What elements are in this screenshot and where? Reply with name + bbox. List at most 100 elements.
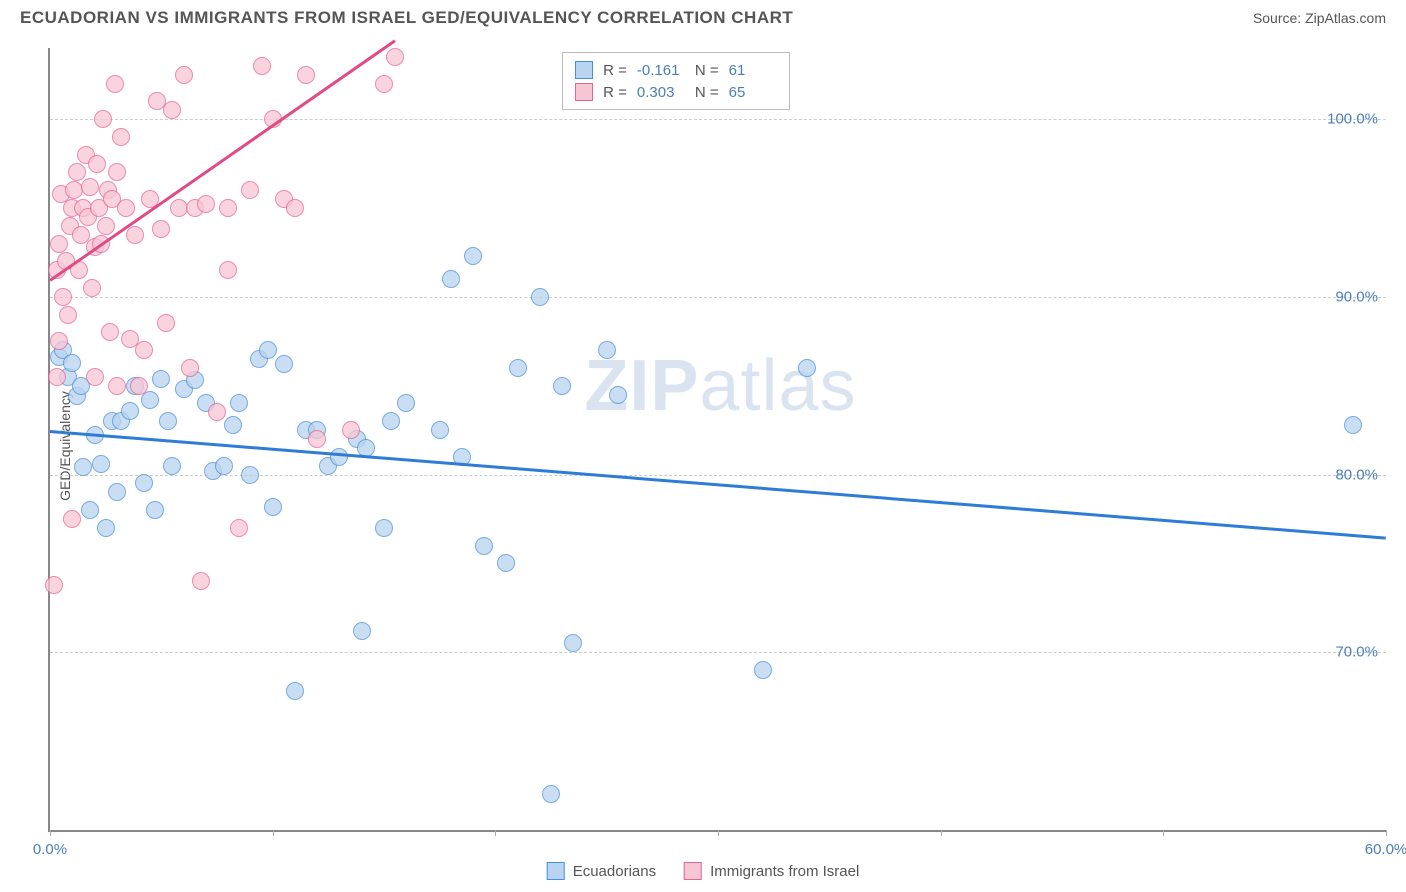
- data-point: [253, 57, 271, 75]
- data-point: [219, 199, 237, 217]
- legend-label: Immigrants from Israel: [710, 863, 859, 880]
- data-point: [531, 288, 549, 306]
- data-point: [152, 220, 170, 238]
- data-point: [241, 181, 259, 199]
- data-point: [509, 359, 527, 377]
- x-tick-label: 60.0%: [1365, 841, 1406, 858]
- data-point: [382, 412, 400, 430]
- data-point: [106, 75, 124, 93]
- data-point: [126, 226, 144, 244]
- data-point: [598, 341, 616, 359]
- data-point: [163, 457, 181, 475]
- data-point: [175, 66, 193, 84]
- data-point: [48, 368, 66, 386]
- data-point: [475, 537, 493, 555]
- x-tick: [718, 830, 719, 836]
- data-point: [108, 377, 126, 395]
- data-point: [50, 332, 68, 350]
- data-point: [83, 279, 101, 297]
- data-point: [431, 421, 449, 439]
- swatch-icon: [575, 83, 593, 101]
- data-point: [68, 163, 86, 181]
- data-point: [74, 458, 92, 476]
- data-point: [297, 66, 315, 84]
- data-point: [259, 341, 277, 359]
- data-point: [81, 501, 99, 519]
- data-point: [308, 430, 326, 448]
- x-tick: [495, 830, 496, 836]
- data-point: [135, 474, 153, 492]
- chart-title: ECUADORIAN VS IMMIGRANTS FROM ISRAEL GED…: [20, 8, 793, 28]
- data-point: [92, 455, 110, 473]
- data-point: [230, 394, 248, 412]
- data-point: [342, 421, 360, 439]
- data-point: [241, 466, 259, 484]
- swatch-icon: [547, 862, 565, 880]
- legend-item-ecuadorians: Ecuadorians: [547, 862, 656, 880]
- gridline: [50, 652, 1386, 653]
- y-tick-label: 90.0%: [1335, 288, 1378, 305]
- data-point: [50, 235, 68, 253]
- y-tick-label: 100.0%: [1327, 111, 1378, 128]
- data-point: [130, 377, 148, 395]
- data-point: [112, 128, 130, 146]
- data-point: [330, 448, 348, 466]
- data-point: [464, 247, 482, 265]
- x-tick: [1163, 830, 1164, 836]
- legend-item-israel: Immigrants from Israel: [684, 862, 859, 880]
- data-point: [224, 416, 242, 434]
- data-point: [159, 412, 177, 430]
- x-tick: [941, 830, 942, 836]
- data-point: [553, 377, 571, 395]
- data-point: [264, 498, 282, 516]
- data-point: [397, 394, 415, 412]
- data-point: [86, 368, 104, 386]
- data-point: [88, 155, 106, 173]
- scatter-chart: ZIPatlas 70.0%80.0%90.0%100.0%0.0%60.0%R…: [48, 48, 1386, 832]
- trend-line: [50, 430, 1386, 539]
- data-point: [386, 48, 404, 66]
- data-point: [157, 314, 175, 332]
- legend-stats-row: R =0.303N =65: [575, 81, 777, 103]
- data-point: [108, 483, 126, 501]
- data-point: [208, 403, 226, 421]
- source-attribution: Source: ZipAtlas.com: [1253, 10, 1386, 26]
- data-point: [135, 341, 153, 359]
- data-point: [97, 217, 115, 235]
- data-point: [542, 785, 560, 803]
- data-point: [146, 501, 164, 519]
- data-point: [45, 576, 63, 594]
- data-point: [94, 110, 112, 128]
- data-point: [609, 386, 627, 404]
- data-point: [798, 359, 816, 377]
- x-tick: [50, 830, 51, 836]
- data-point: [286, 682, 304, 700]
- data-point: [117, 199, 135, 217]
- data-point: [152, 370, 170, 388]
- data-point: [197, 195, 215, 213]
- data-point: [101, 323, 119, 341]
- data-point: [192, 572, 210, 590]
- data-point: [163, 101, 181, 119]
- watermark: ZIPatlas: [584, 345, 856, 427]
- data-point: [59, 306, 77, 324]
- data-point: [564, 634, 582, 652]
- data-point: [81, 178, 99, 196]
- data-point: [754, 661, 772, 679]
- data-point: [108, 163, 126, 181]
- legend-bottom: Ecuadorians Immigrants from Israel: [547, 862, 860, 880]
- data-point: [54, 288, 72, 306]
- x-tick-label: 0.0%: [33, 841, 67, 858]
- data-point: [181, 359, 199, 377]
- legend-label: Ecuadorians: [573, 863, 656, 880]
- data-point: [286, 199, 304, 217]
- data-point: [219, 261, 237, 279]
- data-point: [97, 519, 115, 537]
- legend-stats-box: R =-0.161N =61R =0.303N =65: [562, 52, 790, 110]
- data-point: [215, 457, 233, 475]
- gridline: [50, 119, 1386, 120]
- data-point: [353, 622, 371, 640]
- data-point: [63, 510, 81, 528]
- data-point: [375, 519, 393, 537]
- x-tick: [1386, 830, 1387, 836]
